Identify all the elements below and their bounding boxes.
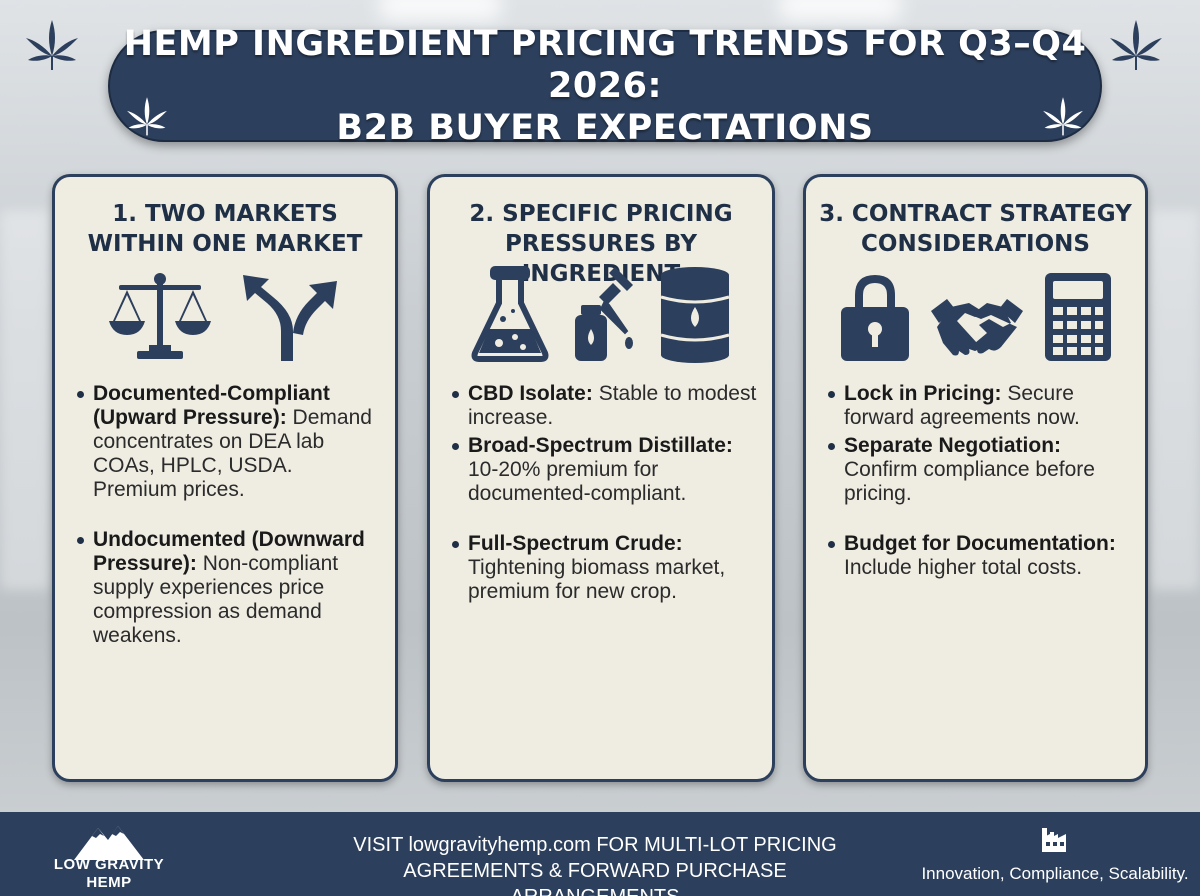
title-banner: HEMP INGREDIENT PRICING TRENDS FOR Q3–Q4… xyxy=(108,24,1102,148)
panel-heading-line2: CONSIDERATIONS xyxy=(861,231,1090,257)
bullet-text: Tightening biomass market, premium for n… xyxy=(468,556,726,603)
bullet-list: Lock in Pricing: Secure forward agreemen… xyxy=(828,382,1131,580)
panel-heading-line1: 3. CONTRACT STRATEGY xyxy=(819,201,1132,227)
bullet-title: Budget for Documentation: xyxy=(844,532,1116,555)
brand-logo-line2: HEMP xyxy=(86,874,132,891)
bullet-list: Documented-Compliant (Upward Pressure): … xyxy=(77,382,381,648)
calculator-icon xyxy=(1043,271,1113,363)
hemp-leaf-icon xyxy=(22,16,82,76)
list-item: Documented-Compliant (Upward Pressure): … xyxy=(77,382,381,502)
split-arrow-icon xyxy=(233,271,345,363)
balance-scale-icon xyxy=(105,271,215,363)
flask-icon xyxy=(469,265,551,363)
bullet-list: CBD Isolate: Stable to modest increase. … xyxy=(452,382,758,604)
call-to-action: VISIT lowgravityhemp.com FOR MULTI-LOT P… xyxy=(330,832,860,896)
bullet-title: Broad-Spectrum Distillate: xyxy=(468,434,733,457)
bullet-title: Undocumented (Downward Pressure): xyxy=(93,528,365,575)
panel-contract-strategy: 3. CONTRACT STRATEGY CONSIDERATIONS xyxy=(803,174,1148,782)
cta-line1: VISIT lowgravityhemp.com FOR MULTI-LOT P… xyxy=(353,834,837,856)
bullet-text: Demand concentrates on DEA lab COAs, HPL… xyxy=(93,406,372,501)
list-item: Budget for Documentation: Include higher… xyxy=(828,532,1131,580)
hemp-leaf-icon xyxy=(1106,16,1166,76)
bullet-text: Include higher total costs. xyxy=(844,556,1083,579)
panel-heading-line2: PRESSURES BY INGREDIENT xyxy=(505,231,697,287)
bullet-title: Full-Spectrum Crude: xyxy=(468,532,683,555)
bullet-title: CBD Isolate: xyxy=(468,382,593,405)
dropper-bottle-icon xyxy=(569,265,639,363)
tagline: Innovation, Compliance, Scalability. xyxy=(921,864,1189,883)
page-title-line2: B2B BUYER EXPECTATIONS xyxy=(336,108,874,148)
page-title-line1: HEMP INGREDIENT PRICING TRENDS FOR Q3–Q4… xyxy=(123,24,1087,106)
panel-heading: 3. CONTRACT STRATEGY CONSIDERATIONS xyxy=(806,199,1145,259)
list-item: Broad-Spectrum Distillate: 10-20% premiu… xyxy=(452,434,758,506)
ceiling-light xyxy=(380,0,500,20)
bullet-text: Stable to modest increase. xyxy=(468,382,757,429)
panel-heading-line1: 2. SPECIFIC PRICING xyxy=(469,201,733,227)
panel-heading: 1. TWO MARKETS WITHIN ONE MARKET xyxy=(55,199,395,259)
hemp-leaf-icon xyxy=(1040,94,1086,140)
oil-barrel-icon xyxy=(657,265,733,363)
mountain-logo-icon xyxy=(72,820,146,864)
padlock-icon xyxy=(839,271,911,363)
panel-heading-line1: 1. TWO MARKETS xyxy=(112,201,338,227)
ceiling-light xyxy=(780,0,900,20)
list-item: Full-Spectrum Crude: Tightening biomass … xyxy=(452,532,758,604)
brand-logo-line1: LOW GRAVITY xyxy=(53,856,165,873)
bullet-title: Documented-Compliant (Upward Pressure): xyxy=(93,382,330,429)
bullet-text: Secure forward agreements now. xyxy=(844,382,1080,429)
bullet-title: Separate Negotiation: xyxy=(844,434,1062,457)
list-item: Lock in Pricing: Secure forward agreemen… xyxy=(828,382,1131,430)
panel-heading: 2. SPECIFIC PRICING PRESSURES BY INGREDI… xyxy=(430,199,772,289)
list-item: CBD Isolate: Stable to modest increase. xyxy=(452,382,758,430)
hemp-leaf-icon xyxy=(124,94,170,140)
bullet-text: 10-20% premium for documented-compliant. xyxy=(468,458,687,505)
panel-icons xyxy=(430,266,772,363)
panel-heading-line2: WITHIN ONE MARKET xyxy=(87,231,363,257)
brand-logo-text: LOW GRAVITY HEMP xyxy=(44,856,174,892)
background-shelf xyxy=(0,210,50,590)
panel-pricing-pressures: 2. SPECIFIC PRICING PRESSURES BY INGREDI… xyxy=(427,174,775,782)
bullet-text: Confirm compliance before pricing. xyxy=(844,458,1095,505)
background-shelf xyxy=(1150,210,1200,590)
footer-bar: LOW GRAVITY HEMP VISIT lowgravityhemp.co… xyxy=(0,812,1200,896)
factory-icon xyxy=(1040,826,1070,854)
list-item: Undocumented (Downward Pressure): Non-co… xyxy=(77,528,381,648)
bullet-title: Lock in Pricing: xyxy=(844,382,1002,405)
panel-icons xyxy=(55,273,395,363)
bullet-text: Non-compliant supply experiences price c… xyxy=(93,552,339,647)
list-item: Separate Negotiation: Confirm compliance… xyxy=(828,434,1131,506)
cta-line2: AGREEMENTS & FORWARD PURCHASE ARRANGEMEN… xyxy=(403,860,787,896)
panel-icons xyxy=(806,273,1145,363)
panel-two-markets: 1. TWO MARKETS WITHIN ONE MARKET Documen… xyxy=(52,174,398,782)
handshake-icon xyxy=(929,293,1025,363)
